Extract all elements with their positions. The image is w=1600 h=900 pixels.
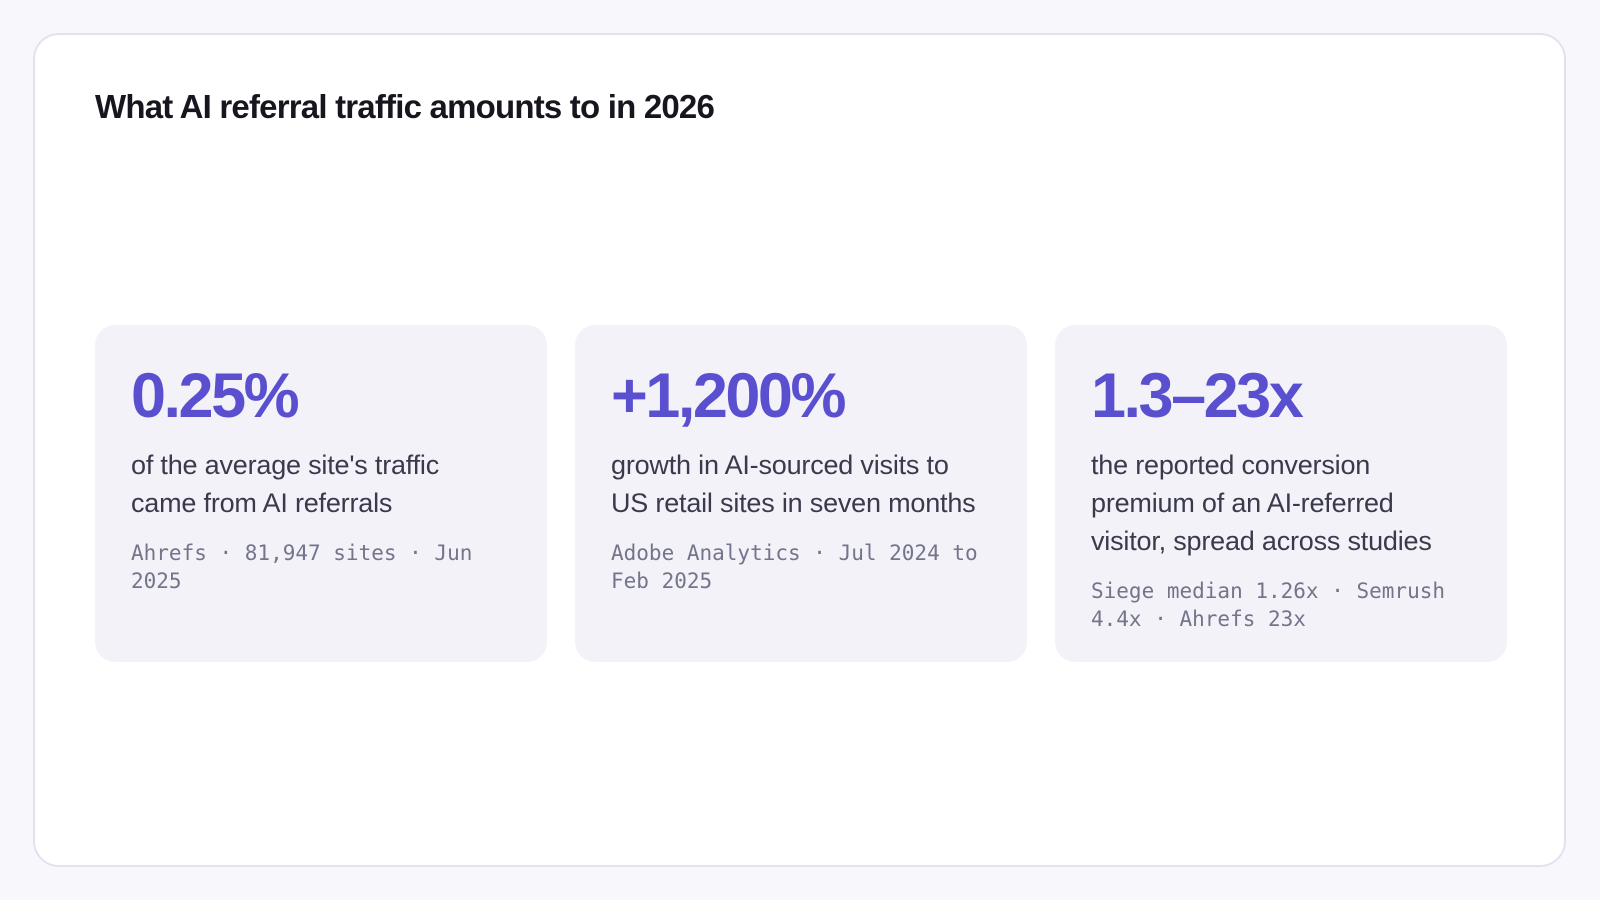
panel-title: What AI referral traffic amounts to in 2… [95,88,715,125]
stat-card-ai-traffic-share: 0.25% of the average site's traffic came… [95,325,547,662]
stat-source: Siege median 1.26x · Semrush 4.4x · Ahre… [1091,578,1446,631]
stat-value: 0.25% [131,361,300,431]
stat-card-ai-visit-growth: +1,200% growth in AI-sourced visits to U… [575,325,1027,662]
stat-label: of the average site's traffic came from … [131,449,440,518]
stat-card-conversion-premium: 1.3–23x the reported conversion premium … [1055,325,1507,662]
stat-value: +1,200% [611,361,846,431]
stats-panel: What AI referral traffic amounts to in 2… [33,33,1566,867]
stat-label: growth in AI-sourced visits to US retail… [611,449,976,518]
stat-source: Adobe Analytics · Jul 2024 to Feb 2025 [611,540,978,593]
stat-source: Ahrefs · 81,947 sites · Jun 2025 [131,540,473,593]
stats-row: 0.25% of the average site's traffic came… [95,325,1507,662]
stat-value: 1.3–23x [1091,361,1304,431]
stat-label: the reported conversion premium of an AI… [1091,449,1432,556]
